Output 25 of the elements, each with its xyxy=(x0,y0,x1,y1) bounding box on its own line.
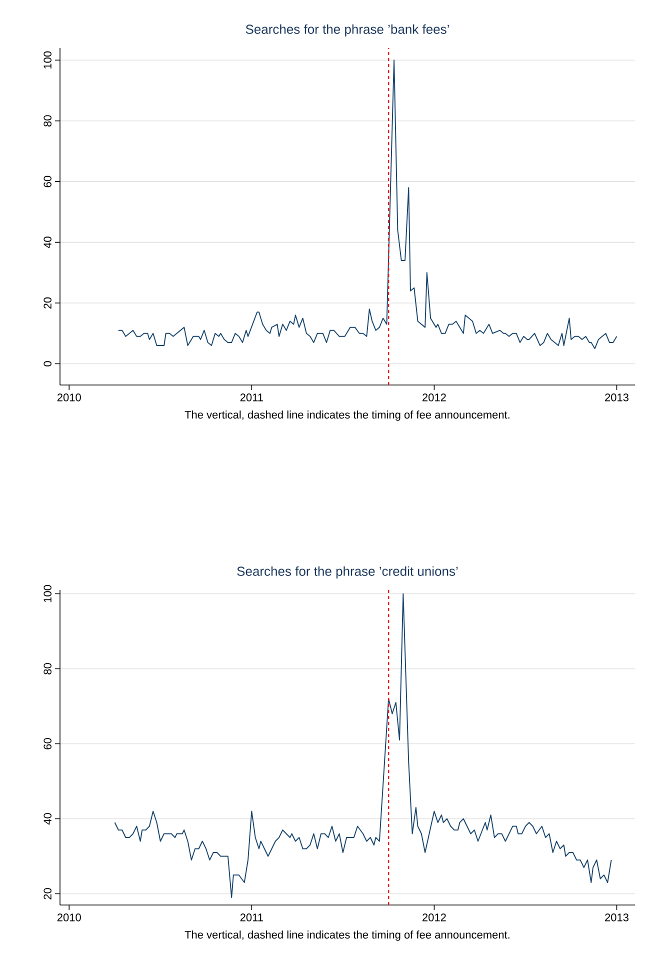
y-tick-label: 20 xyxy=(44,297,52,309)
y-tick-label: 100 xyxy=(44,51,52,68)
x-tick-label: 2012 xyxy=(422,914,446,922)
x-tick-label: 2010 xyxy=(57,914,81,922)
y-tick-label: 0 xyxy=(44,361,52,366)
y-tick-label: 20 xyxy=(44,888,52,900)
y-tick-label: 40 xyxy=(44,813,52,825)
x-tick-label: 2013 xyxy=(605,914,628,922)
x-tick-label: 2011 xyxy=(240,914,263,922)
x-tick-label: 2013 xyxy=(605,394,628,402)
x-tick-label: 2010 xyxy=(57,394,81,402)
text: The vertical, dashed line indicates the timing of fee announcement. xyxy=(184,410,510,421)
y-tick-label: 40 xyxy=(44,236,52,248)
chart-title: Searches for the phrase ’credit unions’ xyxy=(237,566,458,578)
y-tick-label: 80 xyxy=(44,115,52,127)
y-tick-label: 100 xyxy=(44,585,52,602)
line-series xyxy=(118,60,618,350)
x-tick-label: 2012 xyxy=(422,394,446,402)
y-tick-label: 80 xyxy=(44,663,52,674)
x-tick-label: 2011 xyxy=(240,394,263,402)
y-tick-label: 60 xyxy=(44,738,52,750)
chart-title: Searches for the phrase ’bank fees’ xyxy=(246,24,449,36)
text: The vertical, dashed line indicates the timing of fee announcement. xyxy=(184,930,510,941)
y-tick-label: 60 xyxy=(44,176,52,188)
line-series xyxy=(114,593,612,898)
